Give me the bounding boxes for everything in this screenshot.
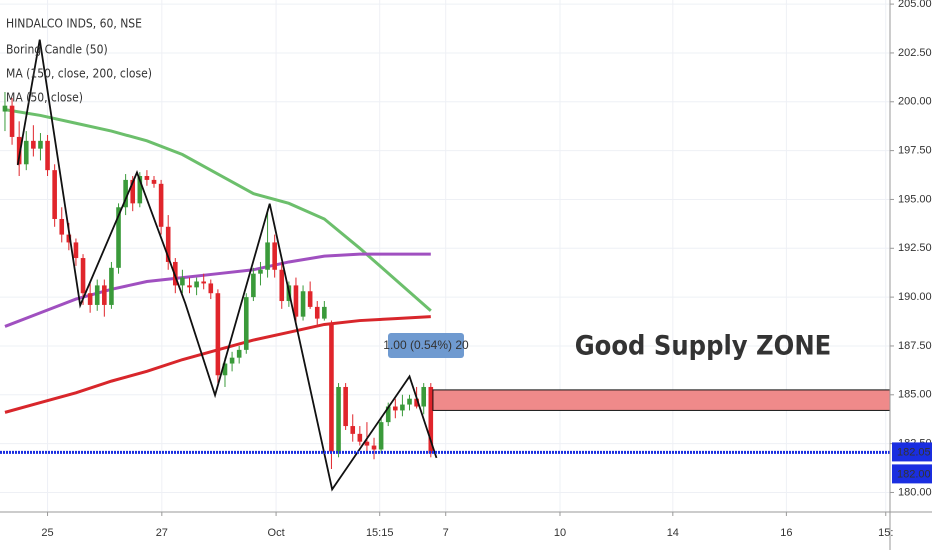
- candle-body: [73, 242, 79, 259]
- candle-body: [94, 285, 100, 305]
- candle-body: [307, 291, 313, 307]
- moving-average: [4, 252, 431, 328]
- last-price-tag: [892, 464, 932, 484]
- candle-body: [187, 285, 192, 288]
- candle-body: [414, 398, 419, 407]
- zone-label: Good Supply ZONE: [575, 331, 832, 362]
- candle-body: [59, 218, 65, 235]
- zigzag-line: [16, 39, 438, 492]
- candle-body: [293, 285, 299, 317]
- candle-body: [116, 207, 121, 268]
- candle-body: [208, 283, 214, 294]
- candle-body: [137, 176, 143, 204]
- candle-body: [336, 386, 341, 452]
- candle-body: [9, 105, 15, 137]
- candle-body: [357, 433, 363, 442]
- indicator-label: MA (50, close): [6, 91, 83, 105]
- x-tick-label: Oct: [268, 527, 285, 539]
- candle-body: [165, 226, 171, 262]
- x-tick-label: 27: [156, 527, 168, 539]
- last-price-label: 182.00: [897, 468, 931, 480]
- x-tick-label: 7: [443, 527, 449, 539]
- y-tick-label: 205.00: [898, 0, 932, 10]
- candle-body: [428, 386, 434, 454]
- measure-box: [388, 333, 464, 358]
- candle-body: [400, 404, 405, 411]
- price-tag-label: 182.05: [897, 446, 931, 458]
- candle-body: [222, 363, 228, 376]
- y-tick-label: 192.50: [898, 242, 932, 254]
- candle-body: [31, 140, 36, 149]
- y-tick-label: 185.00: [898, 389, 932, 401]
- moving-average: [4, 108, 432, 312]
- candle-body: [279, 269, 285, 302]
- candle-body: [52, 170, 57, 219]
- x-tick-label: 14: [667, 527, 679, 539]
- candle-body: [16, 136, 22, 165]
- candle-body: [87, 293, 93, 305]
- y-tick-label: 197.50: [898, 145, 932, 157]
- measure-label: 1.00 (0.54%) 20: [383, 338, 469, 352]
- candle-body: [80, 258, 86, 294]
- candle-body: [109, 267, 114, 305]
- x-tick-label: 16: [780, 527, 792, 539]
- x-tick-label: 25: [41, 527, 53, 539]
- y-tick-label: 180.00: [898, 486, 932, 498]
- candle-body: [322, 306, 327, 319]
- candle-body: [421, 386, 427, 407]
- candle-body: [194, 281, 199, 288]
- y-tick-label: 195.00: [898, 193, 932, 205]
- y-tick-label: 200.00: [898, 96, 932, 108]
- candle-body: [393, 406, 398, 411]
- price-tag: [892, 442, 932, 462]
- candle-body: [407, 398, 412, 405]
- candle-body: [236, 349, 242, 358]
- candle-body: [38, 140, 43, 149]
- candle-body: [343, 386, 348, 427]
- y-tick-label: 187.50: [898, 340, 932, 352]
- candle-body: [123, 179, 128, 208]
- candle-body: [364, 441, 370, 446]
- y-tick-label: 190.00: [898, 291, 932, 303]
- candle-body: [45, 140, 50, 171]
- candle-body: [102, 285, 107, 305]
- y-tick-label: 202.50: [898, 47, 932, 59]
- candle-body: [371, 445, 377, 450]
- candle-body: [272, 242, 277, 270]
- candle-body: [2, 105, 8, 112]
- indicator-label: Boring Candle (50): [6, 43, 108, 57]
- x-tick-label: 10: [554, 527, 566, 539]
- candle-body: [158, 183, 164, 227]
- candle-body: [258, 269, 263, 274]
- candle-body: [144, 176, 150, 180]
- candle-body: [23, 140, 29, 165]
- chart-title: HINDALCO INDS, 60, NSE: [6, 17, 142, 31]
- candle-body: [329, 324, 334, 452]
- candle-body: [350, 426, 356, 434]
- candle-body: [201, 281, 206, 284]
- x-tick-label: 15:15: [366, 527, 394, 539]
- candle-body: [180, 277, 185, 286]
- supply-zone: [432, 389, 891, 411]
- candle-body: [151, 179, 157, 184]
- candle-body: [66, 234, 72, 243]
- candle-body: [215, 293, 221, 376]
- candle-body: [378, 422, 384, 450]
- candle-body: [251, 273, 256, 298]
- candle-body: [385, 406, 391, 423]
- candle-body: [229, 357, 235, 364]
- candle-body: [265, 242, 270, 270]
- candle-body: [300, 291, 306, 317]
- candle-body: [243, 297, 249, 350]
- candle-body: [130, 179, 136, 204]
- indicator-label: MA (150, close, 200, close): [6, 67, 152, 81]
- x-tick-label: 15:: [878, 527, 893, 539]
- candle-body: [314, 306, 320, 319]
